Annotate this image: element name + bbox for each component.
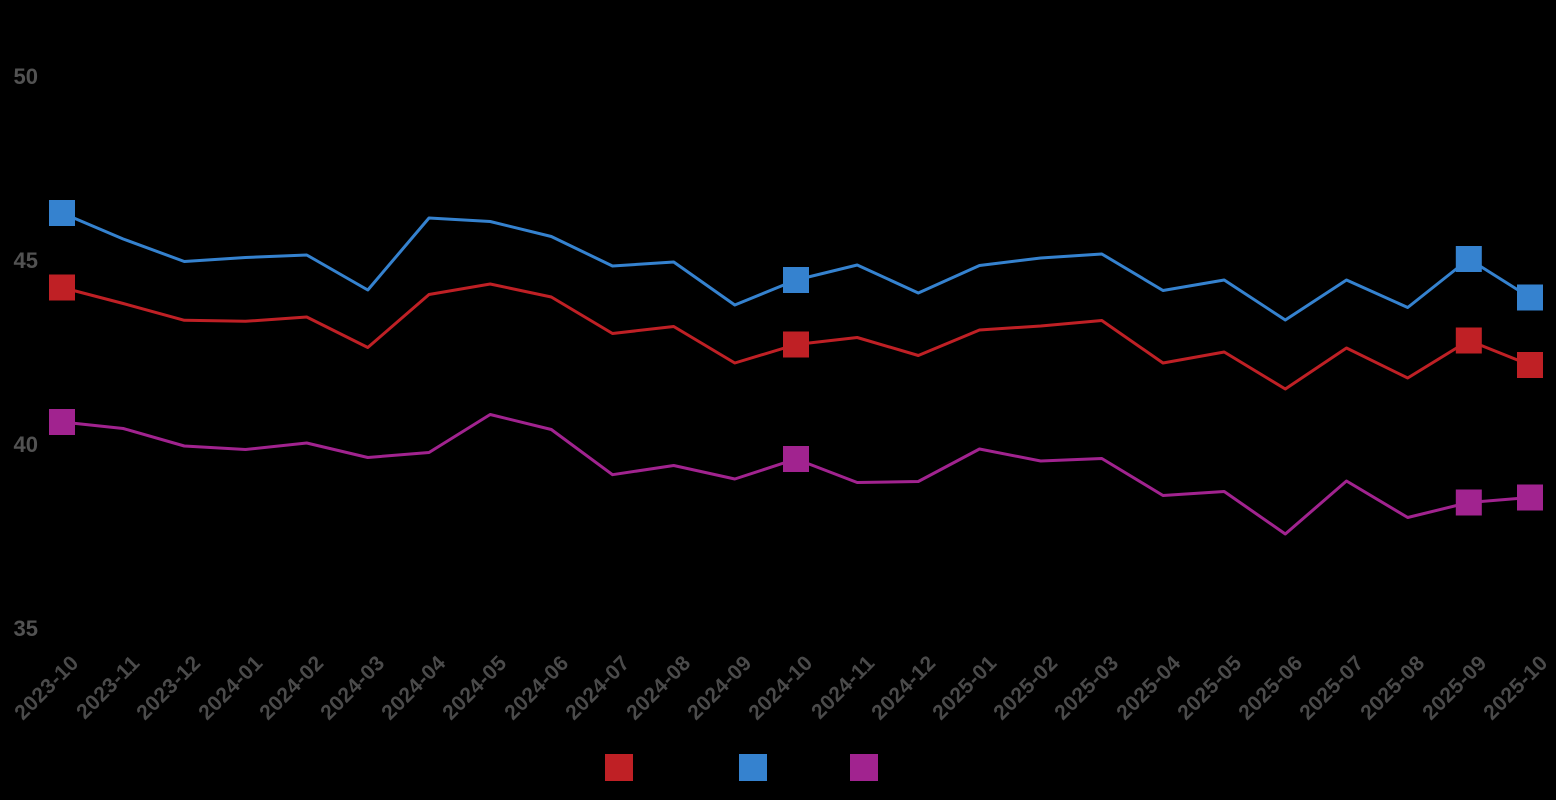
svg-text:40: 40 [14,432,38,457]
svg-text:50: 50 [14,64,38,89]
svg-text:35: 35 [14,616,38,641]
svg-text:45: 45 [14,248,38,273]
